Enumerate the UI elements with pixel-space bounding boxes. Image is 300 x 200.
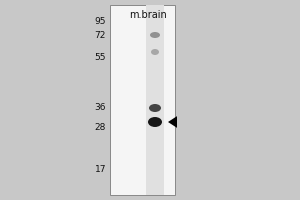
Text: 95: 95 [94, 18, 106, 26]
Ellipse shape [149, 104, 161, 112]
Ellipse shape [150, 32, 160, 38]
Polygon shape [168, 116, 177, 128]
Ellipse shape [151, 49, 159, 55]
Text: 17: 17 [94, 166, 106, 174]
Text: 28: 28 [94, 123, 106, 132]
Text: 55: 55 [94, 53, 106, 62]
Bar [110, 5, 175, 195]
Text: m.brain: m.brain [129, 10, 167, 20]
Bar [146, 5, 164, 195]
Ellipse shape [148, 117, 162, 127]
Text: 72: 72 [94, 30, 106, 40]
Text: 36: 36 [94, 104, 106, 112]
